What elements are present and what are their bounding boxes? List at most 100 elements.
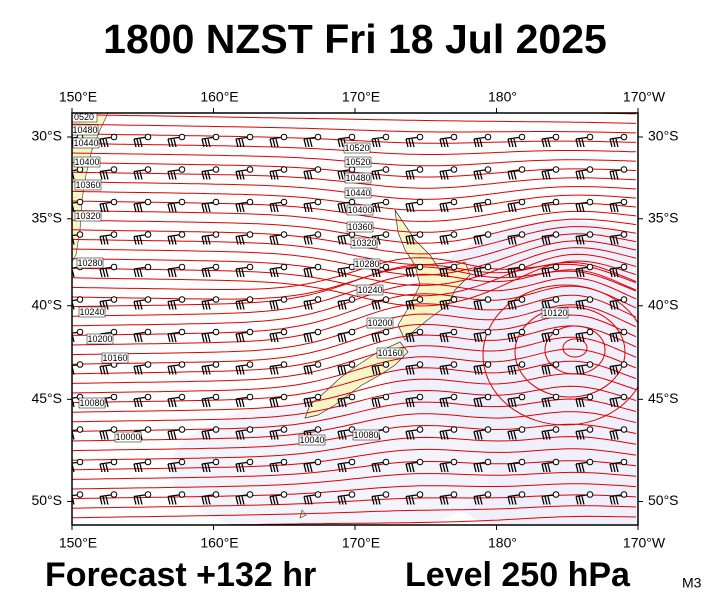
wind-barb <box>405 328 424 343</box>
contour-line <box>72 360 637 404</box>
wind-barb <box>609 198 628 213</box>
barb-station <box>144 361 152 368</box>
barb-feather <box>235 236 239 245</box>
barb-feather <box>269 333 273 343</box>
barb-feather <box>207 333 211 343</box>
lon-label: 160°E <box>200 89 238 105</box>
barb-feather <box>275 236 279 245</box>
barb-feather <box>238 138 242 148</box>
barb-station <box>484 198 492 206</box>
barb-feather <box>241 236 245 245</box>
barb-feather <box>507 236 511 245</box>
wind-barb <box>99 231 118 245</box>
barb-feather <box>479 431 483 440</box>
lon-label: 170°W <box>623 535 666 551</box>
wind-barb <box>439 263 458 278</box>
barb-station <box>484 328 492 336</box>
barb-station <box>450 263 458 271</box>
lat-label: 40°S <box>648 296 679 312</box>
barb-feather <box>541 236 545 245</box>
barb-feather <box>612 171 616 180</box>
contour-label-box <box>346 221 374 233</box>
barb-station <box>178 296 186 303</box>
barb-feather <box>374 463 378 473</box>
contour-label-box <box>366 317 394 329</box>
wind-barb <box>167 198 186 213</box>
barb-feather <box>615 431 619 440</box>
barb-feather <box>136 203 140 213</box>
barb-feather <box>575 496 579 505</box>
wind-barb <box>235 393 254 408</box>
wind-barb <box>269 458 288 473</box>
barb-feather <box>411 203 415 213</box>
barb-feather <box>173 496 177 505</box>
barb-feather <box>476 431 480 440</box>
barb-feather <box>405 398 409 408</box>
wind-barb <box>269 393 288 408</box>
barb-feather <box>513 203 517 213</box>
wind-barb <box>575 426 594 440</box>
barb-feather <box>581 268 585 278</box>
barb-feather <box>408 268 412 278</box>
barb-feather <box>204 301 208 310</box>
barb-feather <box>405 236 409 245</box>
wind-barb <box>609 393 628 408</box>
wind-barb <box>507 198 526 213</box>
barb-station <box>586 458 594 466</box>
barb-station <box>450 426 458 433</box>
barb-feather <box>201 171 205 180</box>
barb-station <box>450 491 458 498</box>
lat-label: 50°S <box>31 492 62 508</box>
barb-station <box>382 296 390 303</box>
barb-feather <box>476 398 480 408</box>
barb-feather <box>99 463 103 473</box>
barb-station <box>518 458 526 466</box>
barb-feather <box>541 431 545 440</box>
barb-feather <box>167 463 171 473</box>
barb-feather <box>66 204 68 212</box>
barb-feather <box>204 463 208 473</box>
barb-feather <box>241 496 245 505</box>
barb-feather <box>439 236 443 245</box>
barb-feather <box>66 237 68 245</box>
barb-feather <box>235 398 239 408</box>
barb-feather <box>439 138 443 148</box>
barb-feather <box>547 366 551 375</box>
barb-feather <box>102 268 106 278</box>
barb-feather <box>139 398 143 408</box>
barb-station <box>314 426 322 433</box>
barb-feather <box>272 236 276 245</box>
wind-barb <box>99 133 118 148</box>
barb-feather <box>374 203 378 213</box>
barb-feather <box>275 301 279 310</box>
barb-feather <box>411 268 415 278</box>
barb-feather <box>204 496 208 505</box>
barb-feather <box>377 138 381 148</box>
barb-feather <box>133 171 137 180</box>
barb-feather <box>238 268 242 278</box>
barb-feather <box>69 334 71 342</box>
barb-feather <box>479 398 483 408</box>
barb-feather <box>235 301 239 310</box>
wind-barb <box>269 426 288 440</box>
wind-barb <box>167 393 186 408</box>
wind-barb <box>473 166 492 180</box>
contour-label: 0520 <box>74 112 94 122</box>
contour-line <box>72 247 637 287</box>
wind-barb <box>303 263 322 278</box>
barb-station <box>620 426 628 433</box>
barb-feather <box>507 301 511 310</box>
wind-barb <box>133 458 152 473</box>
barb-station <box>212 491 220 498</box>
barb-feather <box>238 463 242 473</box>
wind-barb <box>541 426 560 440</box>
contour-label-box <box>343 142 371 154</box>
barb-station <box>620 491 628 498</box>
barb-feather <box>439 333 443 343</box>
barb-feather <box>207 366 211 375</box>
wind-barb <box>439 296 458 310</box>
barb-feather <box>340 301 344 310</box>
barb-feather <box>408 431 412 440</box>
wind-barb <box>439 198 458 213</box>
barb-feather <box>167 301 171 310</box>
